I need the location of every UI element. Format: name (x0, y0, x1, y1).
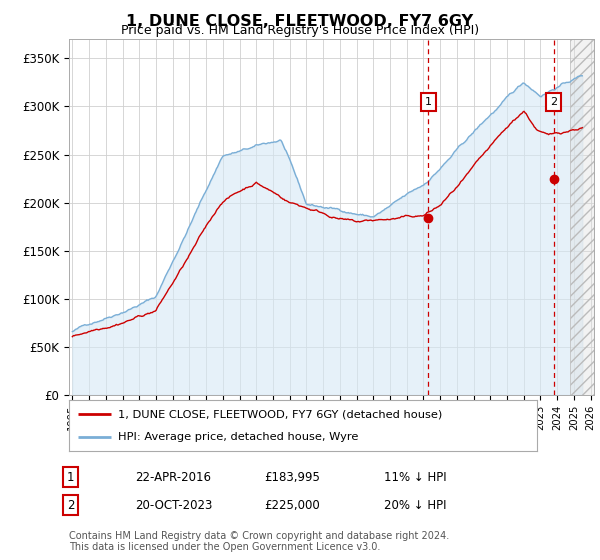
Text: £225,000: £225,000 (264, 498, 320, 512)
Text: 22-APR-2016: 22-APR-2016 (135, 470, 211, 484)
Bar (570, 39, 600, 395)
Text: Contains HM Land Registry data © Crown copyright and database right 2024.
This d: Contains HM Land Registry data © Crown c… (69, 531, 449, 553)
Text: 1, DUNE CLOSE, FLEETWOOD, FY7 6GY (detached house): 1, DUNE CLOSE, FLEETWOOD, FY7 6GY (detac… (118, 409, 442, 419)
Text: 20% ↓ HPI: 20% ↓ HPI (384, 498, 446, 512)
Text: 20-OCT-2023: 20-OCT-2023 (135, 498, 212, 512)
Text: £183,995: £183,995 (264, 470, 320, 484)
Text: 2: 2 (67, 498, 74, 512)
Text: 1, DUNE CLOSE, FLEETWOOD, FY7 6GY: 1, DUNE CLOSE, FLEETWOOD, FY7 6GY (127, 14, 473, 29)
Text: 11% ↓ HPI: 11% ↓ HPI (384, 470, 446, 484)
Text: 1: 1 (67, 470, 74, 484)
Text: HPI: Average price, detached house, Wyre: HPI: Average price, detached house, Wyre (118, 432, 359, 442)
Text: 2: 2 (550, 97, 557, 106)
Bar (570, 39, 600, 395)
Text: 1: 1 (425, 97, 432, 106)
Text: Price paid vs. HM Land Registry's House Price Index (HPI): Price paid vs. HM Land Registry's House … (121, 24, 479, 37)
